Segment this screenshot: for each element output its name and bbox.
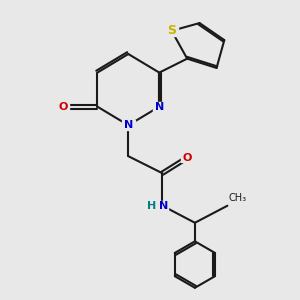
Text: CH₃: CH₃ [229, 193, 247, 203]
Bar [166, 26, 178, 36]
Text: N: N [159, 201, 169, 211]
Text: S: S [167, 24, 176, 37]
Bar [181, 153, 193, 162]
Text: N: N [124, 120, 133, 130]
Bar [122, 120, 134, 130]
Text: O: O [182, 153, 192, 163]
Bar [57, 102, 69, 111]
Bar [148, 201, 168, 211]
Bar [153, 102, 166, 112]
Text: N: N [155, 102, 164, 112]
Text: H: H [147, 201, 156, 211]
Text: O: O [58, 102, 68, 112]
